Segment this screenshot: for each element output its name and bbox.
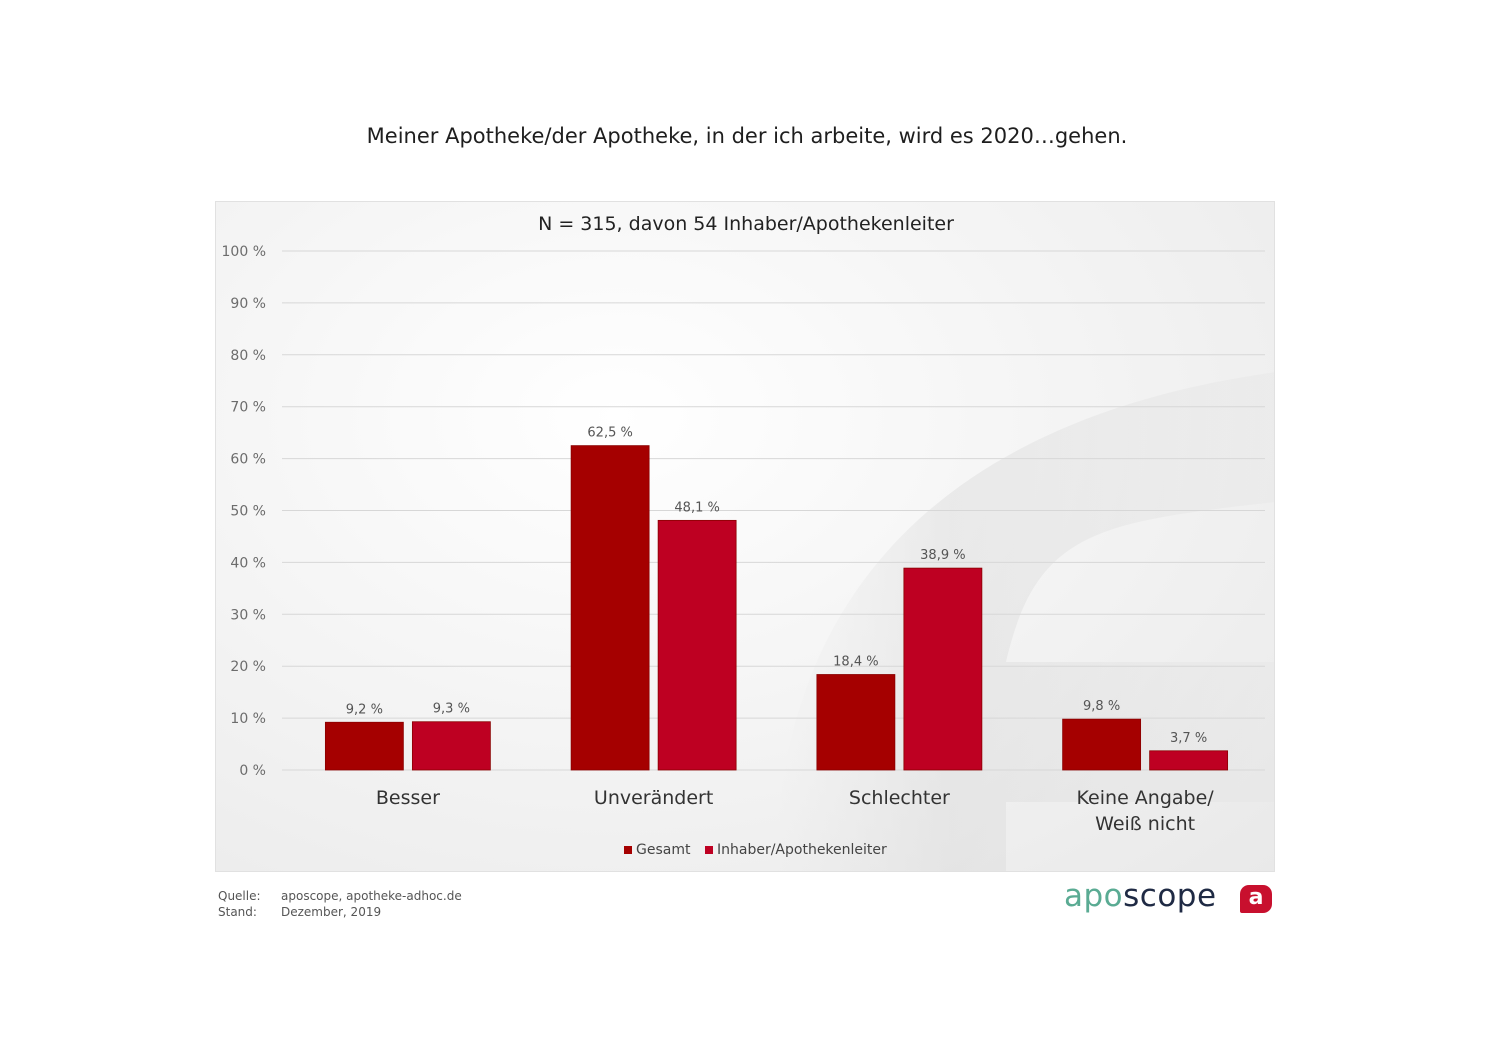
data-label: 9,8 % — [1083, 699, 1120, 714]
aposcope-logo: aposcope — [1064, 878, 1217, 914]
category-label: Besser — [376, 787, 440, 809]
legend-swatch — [624, 846, 632, 854]
source-label: Quelle: — [218, 889, 261, 903]
y-tick-label: 30 % — [230, 607, 266, 623]
chart-panel: N = 315, davon 54 Inhaber/Apothekenleite… — [215, 201, 1275, 872]
y-tick-label: 20 % — [230, 659, 266, 675]
date-label: Stand: — [218, 905, 257, 919]
y-tick-label: 60 % — [230, 452, 266, 468]
legend-label: Gesamt — [636, 842, 691, 858]
bar-inhaber-apothekenleiter — [1149, 750, 1229, 771]
y-tick-label: 70 % — [230, 400, 266, 416]
category-label: Schlechter — [849, 787, 950, 809]
y-tick-label: 100 % — [222, 244, 266, 260]
bar-gesamt — [570, 445, 650, 771]
data-label: 3,7 % — [1170, 731, 1207, 746]
bar-gesamt — [816, 674, 896, 771]
bar-gesamt — [324, 721, 404, 771]
category-label: Unverändert — [594, 787, 713, 809]
logo-part-apo: apo — [1064, 878, 1124, 914]
data-label: 9,2 % — [346, 702, 383, 717]
date-value: Dezember, 2019 — [281, 905, 382, 919]
y-tick-label: 90 % — [230, 296, 266, 312]
y-tick-label: 0 % — [239, 763, 266, 779]
footer: Quelle: aposcope, apotheke-adhoc.de Stan… — [218, 888, 462, 920]
source-value: aposcope, apotheke-adhoc.de — [281, 889, 462, 903]
bar-gesamt — [1062, 718, 1142, 771]
bar-chart: N = 315, davon 54 Inhaber/Apothekenleite… — [222, 213, 1274, 871]
background-watermark — [776, 372, 1274, 871]
data-label: 9,3 % — [433, 702, 470, 717]
y-tick-label: 10 % — [230, 711, 266, 727]
chart-subtitle: N = 315, davon 54 Inhaber/Apothekenleite… — [538, 213, 954, 235]
category-label: Weiß nicht — [1095, 813, 1195, 835]
category-label: Keine Angabe/ — [1077, 787, 1215, 809]
data-label: 18,4 % — [833, 655, 878, 670]
y-tick-label: 80 % — [230, 348, 266, 364]
bar-inhaber-apothekenleiter — [411, 721, 491, 771]
legend-label: Inhaber/Apothekenleiter — [717, 842, 887, 858]
date-row: Stand: Dezember, 2019 — [218, 904, 462, 920]
page-title: Meiner Apotheke/der Apotheke, in der ich… — [366, 124, 1128, 148]
bar-inhaber-apothekenleiter — [903, 567, 983, 771]
bar-inhaber-apothekenleiter — [657, 519, 737, 771]
data-label: 62,5 % — [587, 426, 632, 441]
y-tick-label: 50 % — [230, 504, 266, 520]
data-label: 48,1 % — [674, 500, 719, 515]
logo-part-scope: scope — [1123, 878, 1217, 914]
source-row: Quelle: aposcope, apotheke-adhoc.de — [218, 888, 462, 904]
data-label: 38,9 % — [920, 548, 965, 563]
legend-swatch — [705, 846, 713, 854]
adhoc-badge-icon: a — [1240, 885, 1272, 913]
y-tick-label: 40 % — [230, 555, 266, 571]
